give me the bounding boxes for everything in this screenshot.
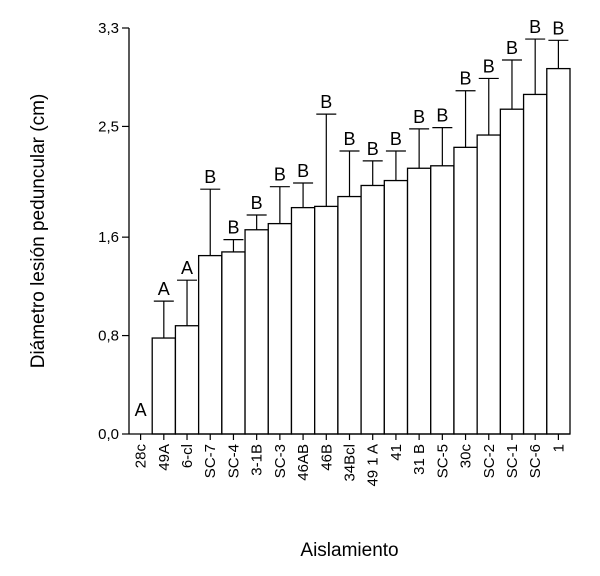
group-letter: B bbox=[460, 69, 472, 89]
bars-layer bbox=[151, 67, 571, 435]
group-letter: B bbox=[506, 38, 518, 58]
bar bbox=[499, 108, 525, 435]
x-tick-label: 41 bbox=[388, 444, 405, 461]
x-tick-label: SC-1 bbox=[504, 444, 521, 478]
y-tick-label: 0,0 bbox=[98, 426, 119, 443]
x-tick-label: 31 B bbox=[411, 444, 428, 475]
y-tick-label: 2,5 bbox=[98, 118, 119, 135]
x-tick-label: 49 1 A bbox=[365, 444, 382, 487]
x-tick-label: 46B bbox=[318, 444, 335, 471]
bar bbox=[453, 146, 478, 435]
group-letter: B bbox=[413, 107, 425, 127]
group-letter: B bbox=[274, 165, 286, 185]
x-tick-label: SC-3 bbox=[272, 444, 289, 478]
x-ticks-layer: 28c 49A 6-cl SC-7 SC-4 3-1B SC-3 46AB 46B 34Bcl 49… bbox=[133, 434, 567, 487]
x-tick-label: 49A bbox=[156, 444, 173, 471]
bar bbox=[383, 179, 409, 435]
y-ticks-layer: 0,0 0,8 1,6 2,5 3,3 bbox=[98, 20, 129, 443]
x-tick-label: 3-1B bbox=[249, 444, 266, 476]
x-tick-label: SC-5 bbox=[434, 444, 451, 478]
x-tick-label: SC-7 bbox=[202, 444, 219, 478]
bar bbox=[197, 254, 223, 435]
bar bbox=[430, 165, 455, 435]
group-letter: A bbox=[181, 258, 193, 278]
group-letter: B bbox=[343, 129, 355, 149]
group-letter: B bbox=[483, 56, 495, 76]
group-letter: B bbox=[320, 92, 332, 112]
x-tick-label: 1 bbox=[550, 444, 567, 452]
x-tick-label: 46AB bbox=[295, 444, 312, 481]
bar bbox=[221, 251, 246, 435]
x-tick-label: 30c bbox=[458, 444, 475, 469]
group-letter: B bbox=[367, 139, 379, 159]
bar bbox=[337, 195, 362, 435]
group-letter: A bbox=[135, 400, 147, 420]
bar bbox=[360, 184, 385, 435]
group-letter: B bbox=[529, 17, 541, 37]
bar bbox=[314, 205, 339, 435]
bar bbox=[522, 93, 548, 435]
x-tick-label: SC-2 bbox=[481, 444, 498, 478]
group-letter: B bbox=[436, 106, 448, 126]
group-letter: B bbox=[251, 193, 263, 213]
x-tick-label: SC-6 bbox=[527, 444, 544, 478]
bar bbox=[151, 337, 177, 435]
group-letter: B bbox=[227, 218, 239, 238]
y-tick-label: 1,6 bbox=[98, 229, 119, 246]
group-letter: B bbox=[204, 167, 216, 187]
bar bbox=[476, 134, 502, 435]
bar bbox=[267, 222, 293, 435]
group-letter: B bbox=[297, 161, 309, 181]
x-axis-title: Aislamiento bbox=[300, 540, 398, 561]
bar bbox=[406, 167, 432, 435]
y-tick-label: 0,8 bbox=[98, 328, 119, 345]
group-letter: A bbox=[158, 279, 170, 299]
x-tick-label: 28c bbox=[133, 444, 150, 469]
group-letter: B bbox=[552, 18, 564, 38]
x-tick-label: SC-4 bbox=[225, 444, 242, 478]
bar bbox=[546, 67, 571, 435]
bar bbox=[244, 229, 269, 435]
x-tick-label: 34Bcl bbox=[342, 444, 359, 482]
bar bbox=[290, 206, 316, 435]
error-bars-layer bbox=[153, 38, 569, 339]
y-axis-title: Diámetro lesión peduncular (cm) bbox=[28, 94, 49, 369]
x-tick-label: 6-cl bbox=[179, 444, 196, 468]
bar bbox=[174, 325, 200, 435]
y-tick-label: 3,3 bbox=[98, 20, 119, 37]
group-letter: B bbox=[390, 129, 402, 149]
